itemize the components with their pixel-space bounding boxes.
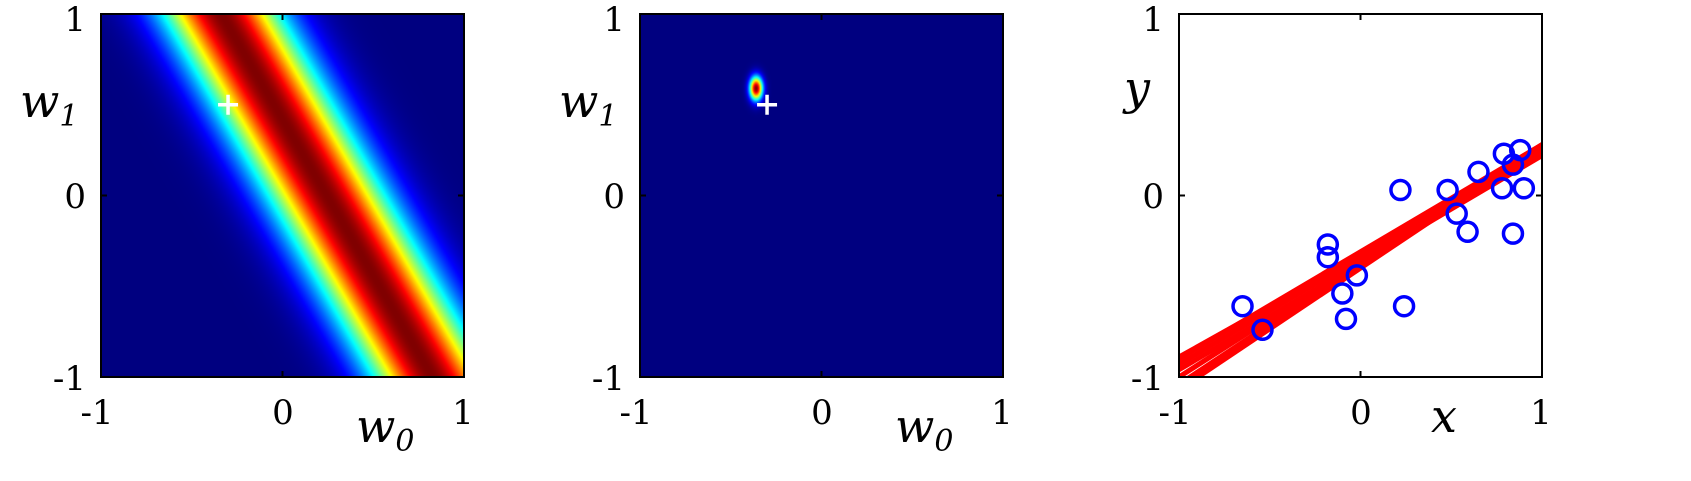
data-point — [1231, 294, 1254, 318]
data-point — [1345, 264, 1369, 287]
x-tick-label: 1 — [452, 393, 474, 433]
data-point — [1251, 318, 1274, 342]
y-tick-label: 0 — [64, 177, 86, 217]
y-axis-label: w1 — [20, 74, 78, 134]
x-axis-label: x — [1431, 389, 1457, 443]
data-point — [1501, 222, 1525, 245]
y-tick-label: 0 — [603, 177, 625, 217]
data-points-group — [1231, 138, 1536, 342]
data-point — [1508, 138, 1532, 162]
data-point — [1445, 202, 1468, 225]
data-point — [1389, 178, 1412, 202]
data-point — [1392, 294, 1416, 318]
x-tick-label: -1 — [1158, 393, 1191, 433]
true-weight-marker — [757, 94, 778, 115]
axis-ticks — [1178, 13, 1543, 378]
data-point — [1316, 245, 1340, 269]
x-tick-label: 0 — [811, 393, 833, 433]
x-tick-label: -1 — [80, 393, 113, 433]
x-tick-label: -1 — [619, 393, 652, 433]
panel-likelihood: -1 0 1 1 0 -1 w1 w0 — [20, 0, 474, 459]
posterior-heatmap-image — [640, 14, 1003, 377]
data-point — [1334, 307, 1358, 331]
x-tick-label: 0 — [1350, 393, 1372, 433]
x-tick-label: 1 — [991, 393, 1013, 433]
x-axis-label: w0 — [356, 399, 414, 459]
y-tick-label: -1 — [1131, 359, 1164, 399]
data-point — [1316, 233, 1340, 256]
y-tick-label: 1 — [1142, 0, 1164, 40]
true-weight-marker — [218, 94, 239, 115]
data-point — [1512, 176, 1536, 200]
panel-data-space: -1 0 1 1 0 -1 y x — [1122, 0, 1552, 443]
data-point — [1490, 176, 1514, 200]
data-point — [1436, 178, 1459, 202]
plot-area — [1179, 14, 1542, 377]
y-tick-label: 1 — [64, 0, 86, 40]
y-axis-label: w1 — [559, 74, 617, 134]
data-point — [1456, 220, 1479, 244]
y-axis-label: y — [1122, 61, 1151, 115]
y-tick-label: -1 — [592, 359, 625, 399]
panel-posterior: -1 0 1 1 0 -1 w1 w0 — [559, 0, 1013, 459]
likelihood-heatmap-image — [101, 14, 464, 377]
y-tick-label: 0 — [1142, 177, 1164, 217]
x-tick-label: 0 — [272, 393, 294, 433]
axis-ticks — [100, 13, 465, 378]
data-point — [1331, 282, 1354, 305]
y-tick-label: -1 — [53, 359, 86, 399]
x-tick-label: 1 — [1530, 393, 1552, 433]
x-axis-label: w0 — [895, 399, 953, 459]
y-tick-label: 1 — [603, 0, 625, 40]
data-point — [1467, 160, 1490, 184]
axis-ticks — [639, 13, 1004, 378]
